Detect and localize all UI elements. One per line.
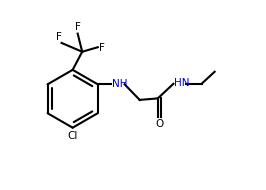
Text: F: F [75,22,81,32]
Text: HN: HN [174,78,190,88]
Text: Cl: Cl [68,131,78,141]
Text: NH: NH [112,79,127,89]
Text: F: F [99,43,105,53]
Text: F: F [56,32,61,42]
Text: O: O [155,119,163,128]
